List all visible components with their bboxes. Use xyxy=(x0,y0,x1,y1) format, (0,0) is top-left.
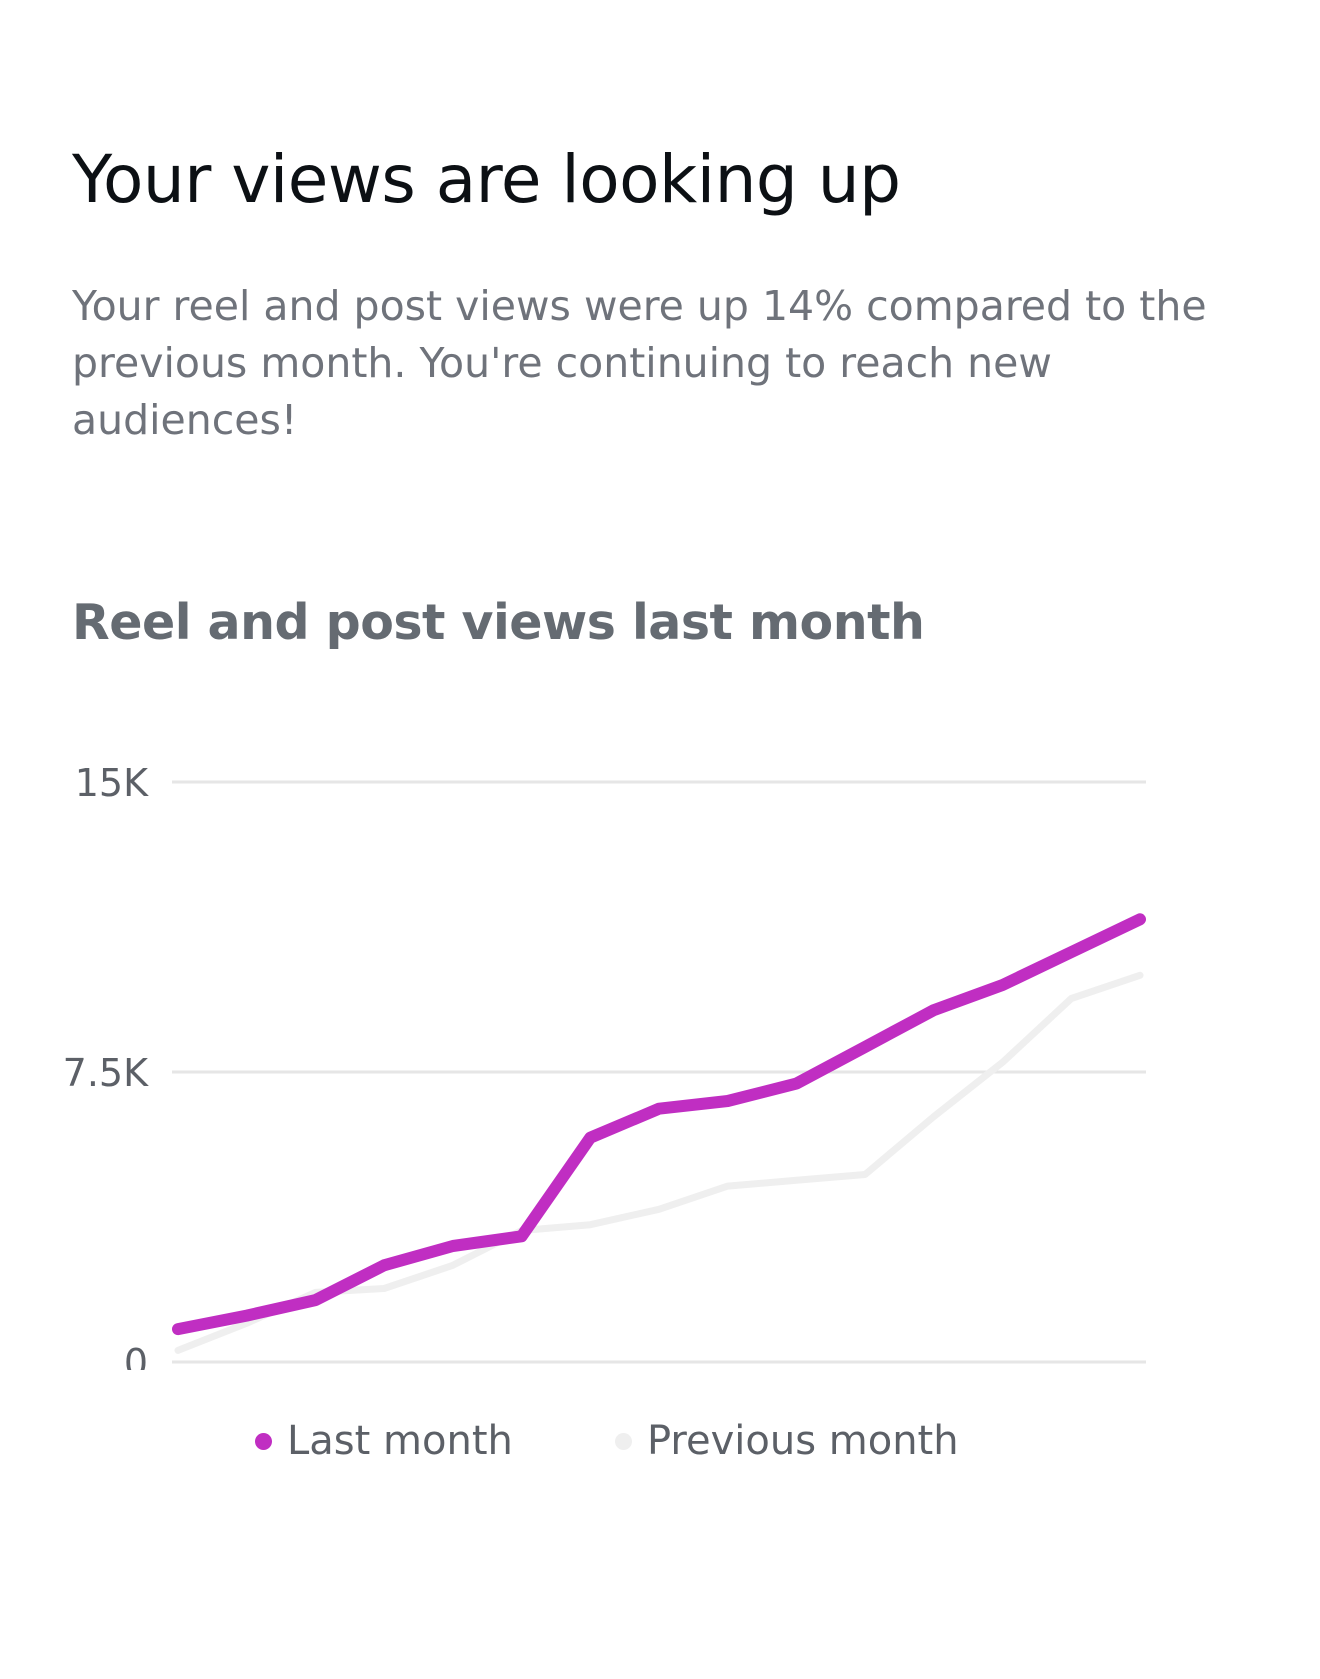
y-axis-ticks: 0 7.5K 15K xyxy=(63,761,149,1370)
legend-item-previous-month: Previous month xyxy=(615,1418,959,1464)
views-line-chart: 0 7.5K 15K xyxy=(63,761,1146,1370)
chart-title: Reel and post views last month xyxy=(72,594,925,651)
summary-text: Your reel and post views were up 14% com… xyxy=(72,282,1207,444)
legend-dot-last-month xyxy=(255,1432,272,1450)
gridlines xyxy=(172,780,1146,1364)
legend-label-last-month: Last month xyxy=(287,1418,513,1464)
chart-legend: Last month Previous month xyxy=(0,1418,1320,1478)
y-tick-label: 0 xyxy=(124,1341,148,1370)
legend-dot-previous-month xyxy=(615,1432,632,1450)
legend-label-previous-month: Previous month xyxy=(647,1418,959,1464)
legend-item-last-month: Last month xyxy=(255,1418,513,1464)
y-tick-label: 15K xyxy=(75,761,149,805)
page-title: Your views are looking up xyxy=(72,141,901,218)
series-line-last-month xyxy=(172,913,1146,1336)
series-lines xyxy=(172,913,1146,1354)
y-tick-label: 7.5K xyxy=(63,1051,149,1095)
